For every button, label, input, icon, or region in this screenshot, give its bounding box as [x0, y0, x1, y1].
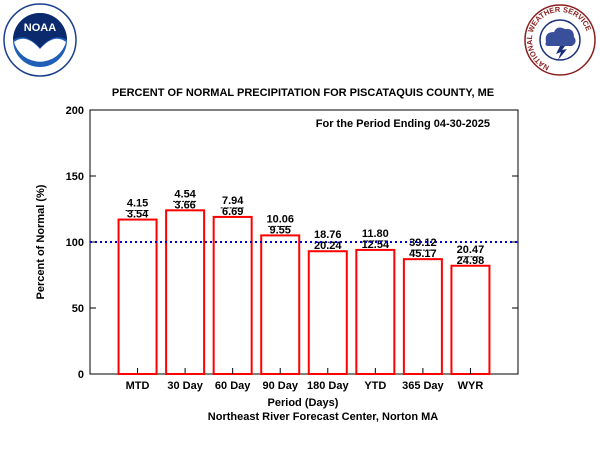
noaa-logo-icon: NOAA: [3, 3, 77, 77]
y-axis-label: Percent of Normal (%): [35, 184, 47, 299]
bar: [117, 218, 158, 375]
y-tick-label: 150: [66, 171, 84, 183]
bar: [355, 248, 396, 375]
y-tick-label: 0: [78, 369, 84, 381]
bar: [212, 215, 253, 375]
normal-value-label: 6.69: [222, 206, 243, 218]
x-tick-label: 60 Day: [215, 380, 251, 392]
x-tick-label: 30 Day: [167, 380, 203, 392]
normal-value-label: 3.54: [127, 209, 149, 221]
normal-value-label: 9.55: [270, 224, 291, 236]
x-axis: MTD 30 Day 60 Day 90 Day 180 Day YTD 365 Day WY…: [126, 368, 484, 392]
noaa-logo-text: NOAA: [24, 22, 56, 34]
x-tick-label: 180 Day: [307, 380, 349, 392]
x-tick-label: MTD: [126, 380, 150, 392]
observed-value-label: 18.76: [314, 229, 342, 241]
chart-subtitle: For the Period Ending 04-30-2025: [316, 118, 490, 130]
normal-value-label: 3.66: [174, 199, 195, 211]
normal-value-label: 12.54: [362, 239, 390, 251]
observed-value-label: 20.47: [457, 244, 485, 256]
x-tick-label: YTD: [364, 380, 386, 392]
bar: [402, 258, 443, 375]
y-tick-label: 50: [72, 303, 84, 315]
x-tick-label: 365 Day: [402, 380, 444, 392]
bar: [450, 264, 491, 376]
normal-value-label: 24.98: [457, 255, 485, 267]
x-tick-label: WYR: [458, 380, 484, 392]
bar: [260, 234, 301, 375]
bar: [307, 250, 348, 376]
y-tick-label: 200: [66, 105, 84, 117]
bar: [165, 209, 206, 375]
y-tick-label: 100: [66, 237, 84, 249]
observed-value-label: 7.94: [222, 195, 244, 207]
nws-logo-icon: NATIONAL WEATHER SERVICE: [524, 4, 596, 76]
chart-title: PERCENT OF NORMAL PRECIPITATION FOR PISC…: [112, 87, 494, 99]
observed-value-label: 4.54: [174, 188, 196, 200]
footer-credit: Northeast River Forecast Center, Norton …: [208, 411, 438, 423]
observed-value-label: 11.80: [362, 228, 389, 240]
x-tick-label: 90 Day: [262, 380, 298, 392]
normal-value-label: 20.24: [314, 240, 342, 252]
y-axis: 0 50 100 150 200: [66, 105, 518, 381]
observed-value-label: 4.15: [127, 198, 148, 210]
observed-value-label: 10.06: [266, 213, 294, 225]
observed-value-label: 39.12: [409, 237, 437, 249]
x-axis-label: Period (Days): [268, 397, 339, 409]
normal-value-label: 45.17: [409, 248, 437, 260]
